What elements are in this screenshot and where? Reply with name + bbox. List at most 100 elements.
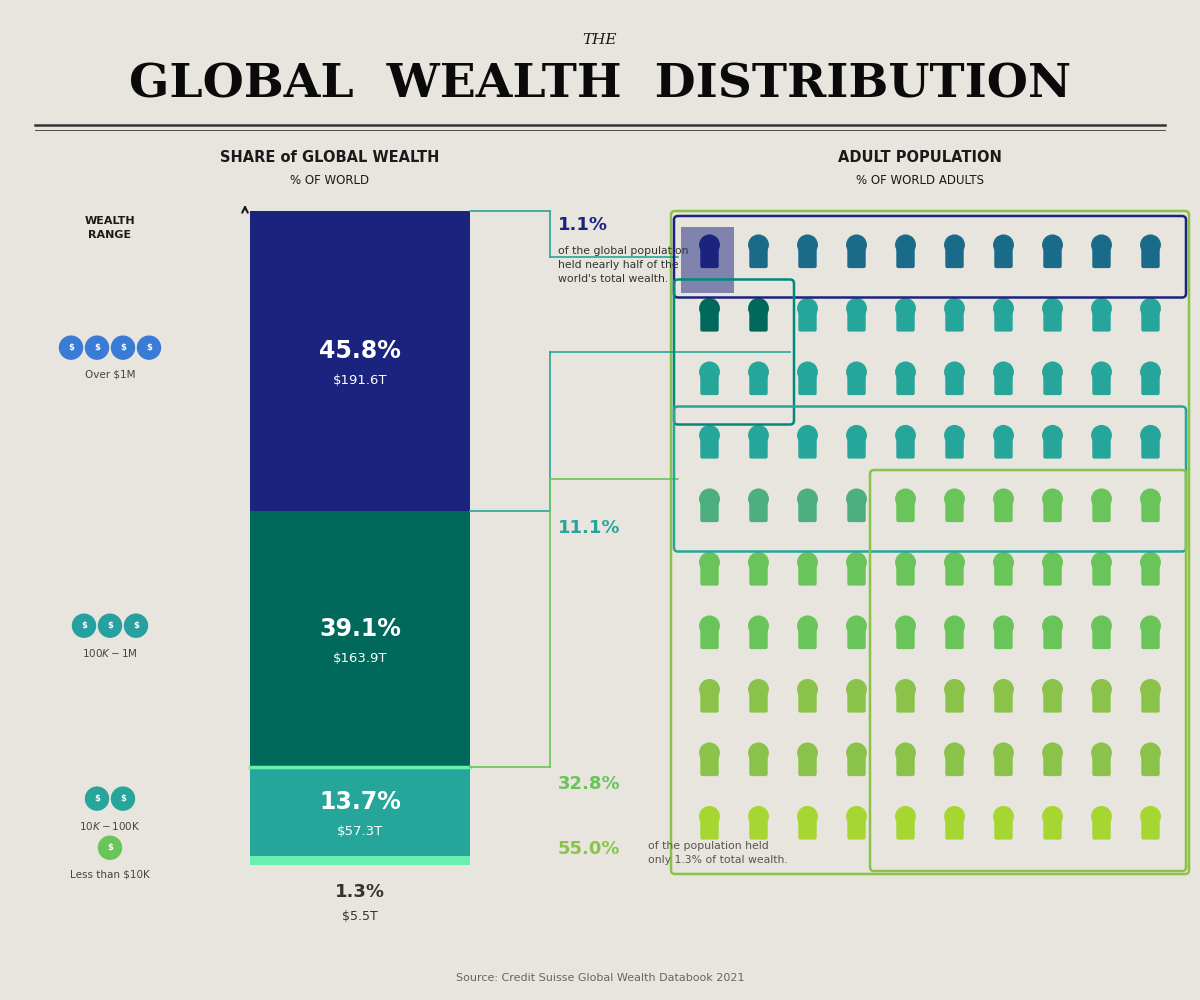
FancyBboxPatch shape [946, 818, 964, 840]
FancyBboxPatch shape [1092, 437, 1111, 459]
Circle shape [847, 616, 866, 636]
Circle shape [112, 336, 134, 359]
FancyBboxPatch shape [1043, 310, 1062, 332]
Circle shape [1043, 299, 1062, 318]
FancyBboxPatch shape [896, 818, 914, 840]
Circle shape [944, 489, 965, 509]
Circle shape [798, 743, 817, 763]
Circle shape [994, 680, 1013, 699]
Circle shape [749, 616, 768, 636]
FancyBboxPatch shape [1092, 754, 1111, 776]
Circle shape [1043, 553, 1062, 572]
Circle shape [1043, 235, 1062, 255]
Circle shape [994, 299, 1013, 318]
FancyBboxPatch shape [946, 310, 964, 332]
FancyBboxPatch shape [896, 564, 914, 586]
Circle shape [749, 807, 768, 826]
Circle shape [895, 299, 916, 318]
FancyBboxPatch shape [1043, 818, 1062, 840]
Circle shape [1141, 299, 1160, 318]
FancyBboxPatch shape [1141, 754, 1159, 776]
Circle shape [1092, 426, 1111, 445]
Circle shape [944, 616, 965, 636]
FancyBboxPatch shape [701, 627, 719, 649]
Circle shape [85, 787, 108, 810]
Text: $191.6T: $191.6T [332, 374, 388, 387]
FancyBboxPatch shape [1043, 437, 1062, 459]
Circle shape [994, 426, 1013, 445]
Circle shape [749, 299, 768, 318]
FancyBboxPatch shape [1141, 437, 1159, 459]
Circle shape [944, 553, 965, 572]
Circle shape [798, 489, 817, 509]
FancyBboxPatch shape [847, 437, 865, 459]
Circle shape [749, 743, 768, 763]
FancyBboxPatch shape [946, 564, 964, 586]
FancyBboxPatch shape [749, 818, 768, 840]
Circle shape [798, 807, 817, 826]
Circle shape [798, 553, 817, 572]
FancyBboxPatch shape [701, 373, 719, 395]
FancyBboxPatch shape [896, 246, 914, 268]
FancyBboxPatch shape [946, 627, 964, 649]
Circle shape [1141, 680, 1160, 699]
Text: 13.7%: 13.7% [319, 790, 401, 814]
FancyBboxPatch shape [701, 500, 719, 522]
Circle shape [895, 426, 916, 445]
FancyBboxPatch shape [1141, 373, 1159, 395]
Text: $: $ [107, 843, 113, 852]
Text: $5.5T: $5.5T [342, 910, 378, 923]
FancyBboxPatch shape [847, 818, 865, 840]
Circle shape [1141, 362, 1160, 382]
FancyBboxPatch shape [995, 437, 1013, 459]
Text: $163.9T: $163.9T [332, 652, 388, 665]
Circle shape [944, 743, 965, 763]
Circle shape [798, 299, 817, 318]
FancyBboxPatch shape [1141, 627, 1159, 649]
Circle shape [895, 680, 916, 699]
Circle shape [994, 235, 1013, 255]
FancyBboxPatch shape [798, 754, 817, 776]
Text: ADULT POPULATION: ADULT POPULATION [838, 150, 1002, 165]
Circle shape [895, 743, 916, 763]
Circle shape [944, 426, 965, 445]
Circle shape [1043, 680, 1062, 699]
Circle shape [944, 235, 965, 255]
Circle shape [112, 787, 134, 810]
Circle shape [749, 235, 768, 255]
FancyBboxPatch shape [1043, 691, 1062, 713]
FancyBboxPatch shape [749, 437, 768, 459]
Text: Over $1M: Over $1M [85, 370, 136, 380]
Circle shape [994, 362, 1013, 382]
FancyBboxPatch shape [1043, 754, 1062, 776]
FancyBboxPatch shape [1092, 627, 1111, 649]
Circle shape [749, 680, 768, 699]
Text: GLOBAL  WEALTH  DISTRIBUTION: GLOBAL WEALTH DISTRIBUTION [128, 62, 1072, 108]
Text: $: $ [68, 343, 74, 352]
Circle shape [798, 616, 817, 636]
Circle shape [895, 489, 916, 509]
Text: 39.1%: 39.1% [319, 617, 401, 641]
FancyBboxPatch shape [798, 246, 817, 268]
Circle shape [1141, 743, 1160, 763]
Circle shape [1043, 426, 1062, 445]
FancyBboxPatch shape [946, 437, 964, 459]
Circle shape [1141, 235, 1160, 255]
FancyBboxPatch shape [749, 246, 768, 268]
FancyBboxPatch shape [896, 627, 914, 649]
Circle shape [994, 489, 1013, 509]
FancyBboxPatch shape [995, 691, 1013, 713]
Circle shape [700, 235, 719, 255]
Text: 11.1%: 11.1% [558, 519, 620, 537]
Circle shape [944, 299, 965, 318]
Circle shape [798, 680, 817, 699]
FancyBboxPatch shape [798, 310, 817, 332]
Circle shape [1092, 553, 1111, 572]
FancyBboxPatch shape [749, 310, 768, 332]
Bar [250, 511, 470, 767]
Circle shape [944, 362, 965, 382]
Circle shape [1092, 807, 1111, 826]
FancyBboxPatch shape [946, 691, 964, 713]
Circle shape [1043, 489, 1062, 509]
Text: 1.1%: 1.1% [558, 216, 608, 234]
